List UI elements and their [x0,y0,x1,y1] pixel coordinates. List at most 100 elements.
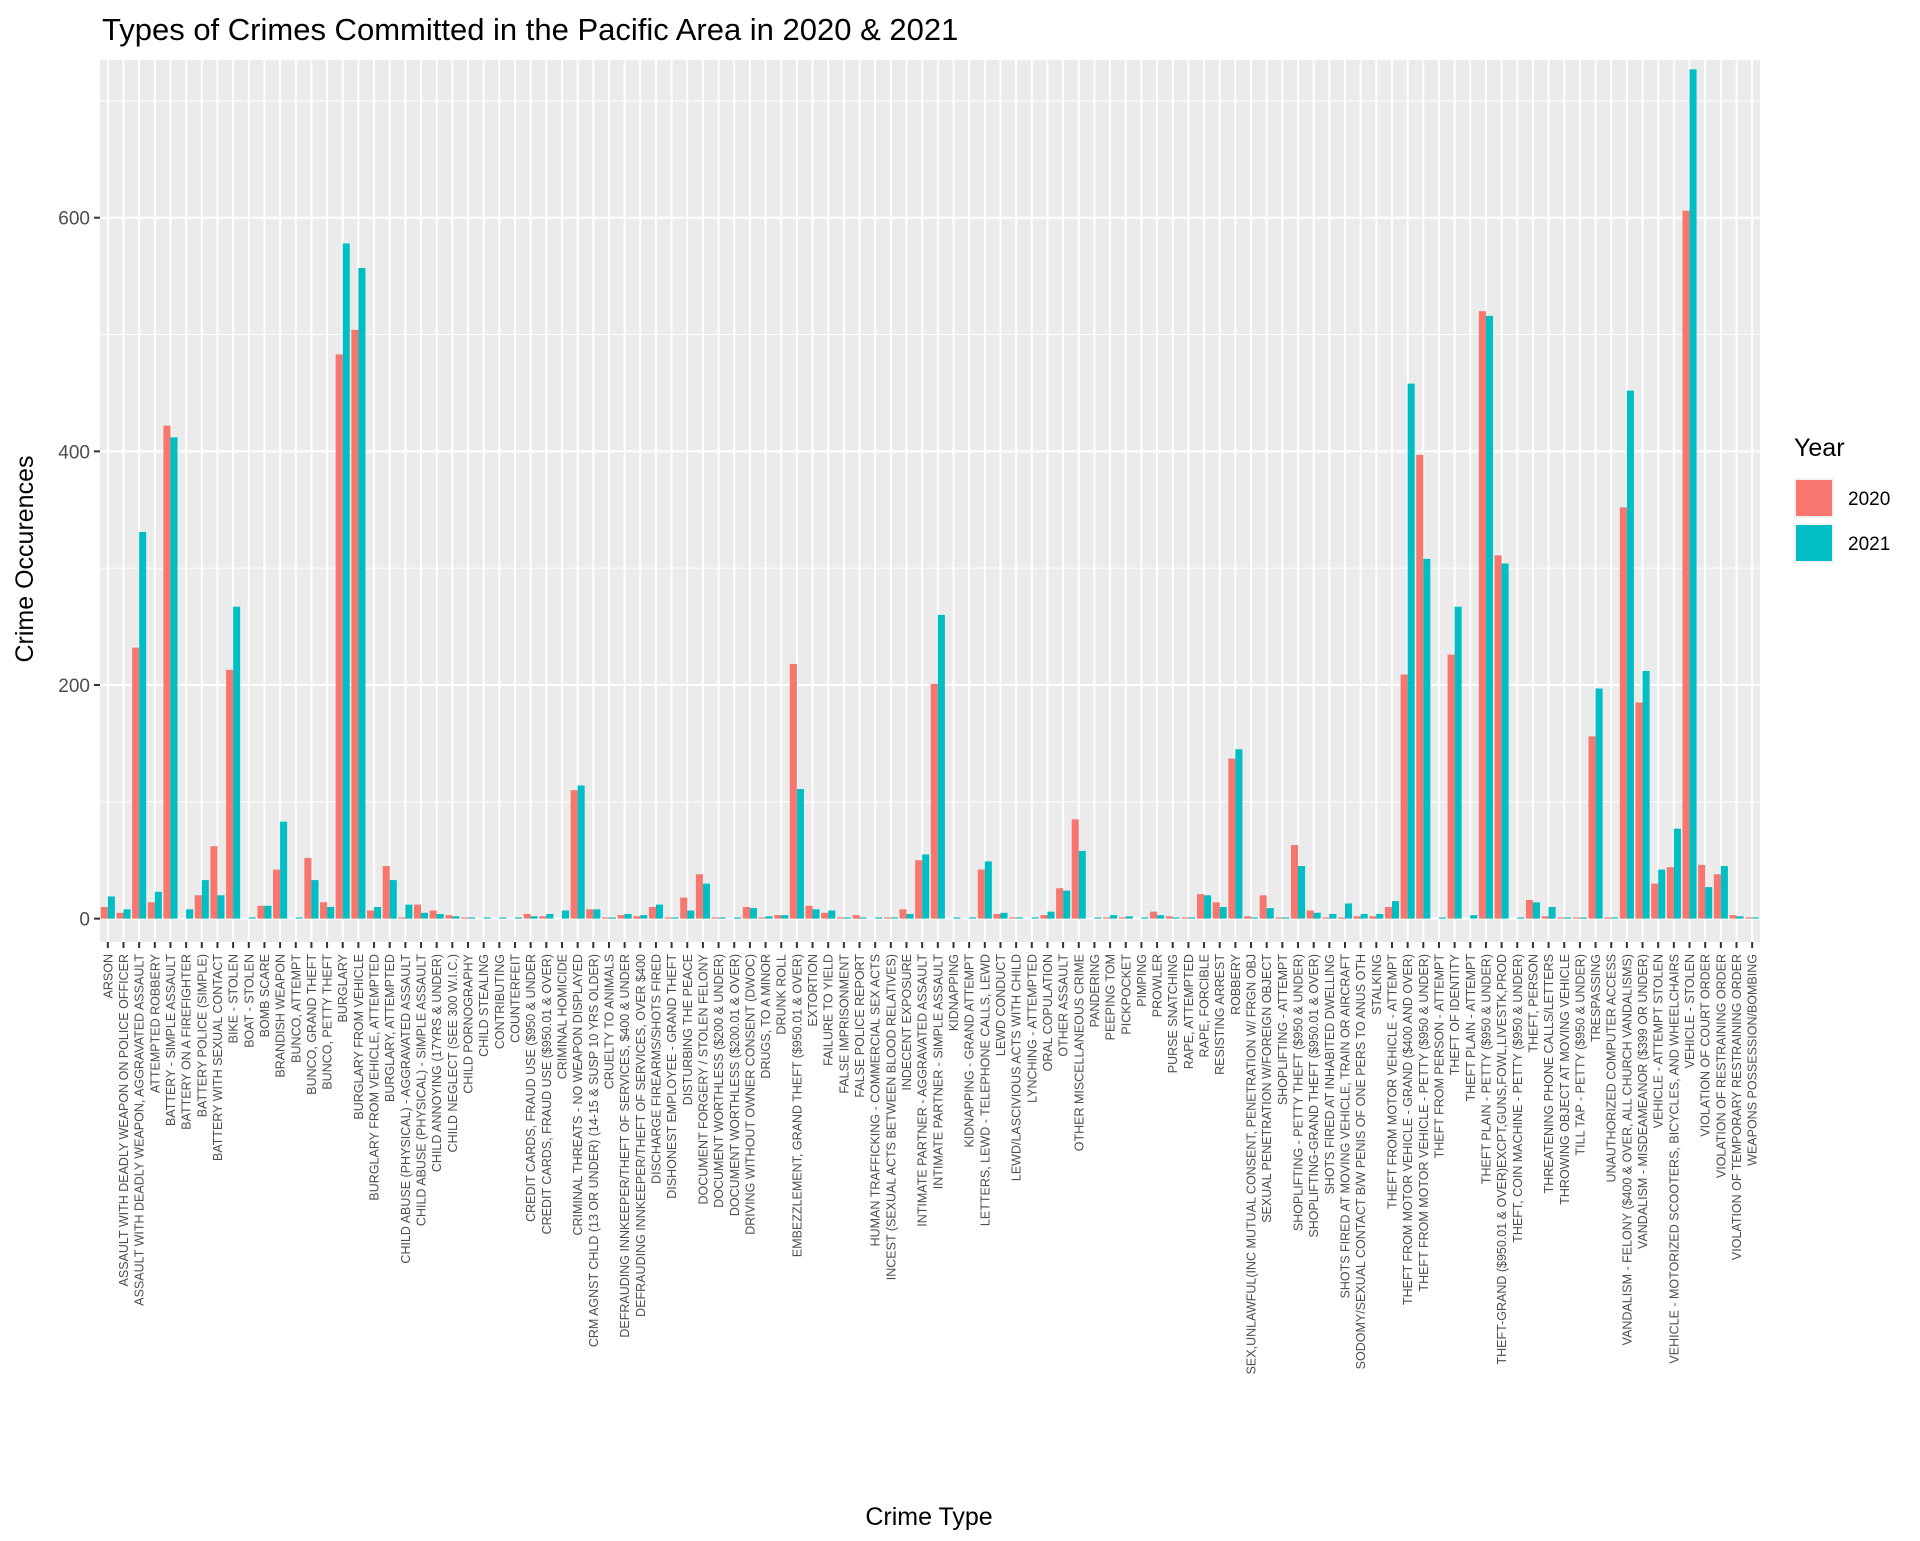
bar-2021 [1345,903,1353,919]
x-tick-label: THEFT, PERSON [1526,954,1540,1053]
x-tick-label: CHILD ABUSE (PHYSICAL) - AGGRAVATED ASSA… [399,954,413,1264]
bar-2020 [147,902,155,919]
x-tick-label: DEFRAUDING INNKEEPER/THEFT OF SERVICES, … [618,954,632,1338]
x-tick-label: DRUNK ROLL [775,954,789,1035]
x-tick-label: DOCUMENT WORTHLESS ($200 & UNDER) [712,954,726,1208]
x-tick-label: CHILD STEALING [477,954,491,1057]
bar-2020 [116,912,124,919]
x-tick-label: INTIMATE PARTNER - AGGRAVATED ASSAULT [916,954,930,1227]
bar-2020 [1698,864,1706,919]
bar-2020 [1557,917,1565,919]
bar-2020 [680,897,688,919]
x-tick-label: INDECENT EXPOSURE [900,954,914,1091]
x-tick-label: DRIVING WITHOUT OWNER CONSENT (DWOC) [743,954,757,1235]
x-tick-label: COUNTERFEIT [509,954,523,1043]
bar-2020 [1682,210,1690,919]
bar-2021 [749,908,757,919]
bar-2020 [695,874,703,919]
bar-2021 [640,915,648,919]
bar-2021 [1470,915,1478,919]
bar-2020 [993,913,1001,919]
bar-2020 [1416,454,1424,919]
bar-2020 [1478,311,1486,919]
bar-2020 [1604,917,1612,919]
bar-2020 [1259,895,1267,919]
x-tick-label: BATTERY POLICE (SIMPLE) [195,954,209,1117]
bar-2020 [1384,906,1392,919]
bar-2020 [413,904,422,919]
x-tick-label: FALSE IMPRISONMENT [837,954,851,1094]
bar-2020 [1729,915,1737,919]
bar-2020 [1009,917,1017,919]
bar-2021 [295,917,303,919]
x-tick-label: FALSE POLICE REPORT [853,954,867,1098]
legend: Year 2020 2021 [1794,434,1890,563]
x-tick-label: CHILD NEGLECT (SEE 300 W.I.C.) [446,954,460,1152]
x-tick-label: ASSAULT WITH DEADLY WEAPON, AGGRAVATED A… [133,954,147,1306]
bar-2021 [421,912,429,919]
bar-2020 [1040,915,1048,919]
bar-2020 [320,902,328,919]
x-tick-label: PIMPING [1135,954,1149,1007]
x-tick-label: THREATENING PHONE CALLS/LETTERS [1542,954,1556,1193]
bar-2021 [1157,915,1165,919]
bar-2021 [154,891,162,919]
bar-2020 [1619,507,1627,919]
x-tick-label: STALKING [1370,954,1384,1015]
x-tick-label: BURGLARY, ATTEMPTED [383,954,397,1102]
x-tick-label: HUMAN TRAFFICKING - COMMERCIAL SEX ACTS [869,954,883,1246]
bar-2020 [1322,917,1330,919]
x-tick-label: CRM AGNST CHLD (13 OR UNDER) (14-15 & SU… [587,954,601,1347]
bar-2021 [1298,866,1306,919]
x-tick-label: THEFT FROM MOTOR VEHICLE - ATTEMPT [1385,954,1399,1209]
bar-2020 [1228,758,1236,919]
x-tick-label: BUNCO, ATTEMPT [289,954,303,1063]
bar-2020 [1103,917,1111,919]
x-tick-label: SHOPLIFTING-GRAND THEFT ($950.01 & OVER) [1307,954,1321,1238]
bar-2020 [1447,654,1455,919]
x-tick-label: DEFRAUDING INNKEEPER/THEFT OF SERVICES, … [634,954,648,1317]
bar-2020 [617,915,625,919]
x-tick-label: VANDALISM - FELONY ($400 & OVER, ALL CHU… [1620,954,1634,1345]
x-tick-label: VIOLATION OF COURT ORDER [1699,954,1713,1137]
x-tick-label: BOMB SCARE [258,954,272,1037]
bar-2021 [1204,895,1212,919]
x-tick-label: BATTERY ON A FIREFIGHTER [180,954,194,1130]
x-tick-label: ORAL COPULATION [1041,954,1055,1071]
bar-2021 [170,437,178,919]
bar-2020 [398,917,406,919]
bar-2021 [1251,917,1259,919]
x-tick-label: DISTURBING THE PEACE [681,954,695,1105]
bar-2020 [539,916,547,919]
bar-2020 [805,905,813,919]
bar-2021 [311,880,319,919]
x-tick-label: KIDNAPPING [947,954,961,1031]
bar-2020 [100,906,108,919]
bar-2021 [1485,315,1493,919]
bar-2020 [1588,736,1596,919]
y-tick-label: 0 [79,910,90,931]
bar-2020 [915,860,923,919]
bar-2021 [577,785,585,919]
bar-2020 [335,354,343,919]
x-tick-label: THEFT-GRAND ($950.01 & OVER)EXCPT,GUNS,F… [1495,954,1509,1365]
bar-2021 [342,243,350,919]
bar-2021 [1501,563,1509,919]
x-tick-label: THEFT PLAIN - PETTY ($950 & UNDER) [1479,954,1493,1184]
x-tick-label: THEFT PLAIN - ATTEMPT [1464,954,1478,1102]
y-tick-label: 400 [58,442,90,463]
x-tick-label: BURGLARY [336,953,350,1022]
bar-2020 [460,917,469,919]
x-tick-label: VANDALISM - MISDEAMEANOR ($399 OR UNDER) [1636,954,1650,1249]
x-tick-label: ATTEMPTED ROBBERY [148,953,162,1093]
bar-2021 [264,905,272,919]
x-tick-label: OTHER MISCELLANEOUS CRIME [1072,954,1086,1151]
legend-label-2020: 2020 [1848,489,1890,510]
x-tick-label: BURGLARY FROM VEHICLE, ATTEMPTED [368,954,382,1201]
bar-2021 [687,910,695,919]
bar-2021 [1658,869,1666,919]
x-tick-label: SHOPLIFTING - PETTY THEFT ($950 & UNDER) [1292,954,1306,1231]
x-tick-label: PICKPOCKET [1119,954,1133,1035]
bar-2021 [1266,908,1274,919]
bar-2021 [1078,850,1086,919]
